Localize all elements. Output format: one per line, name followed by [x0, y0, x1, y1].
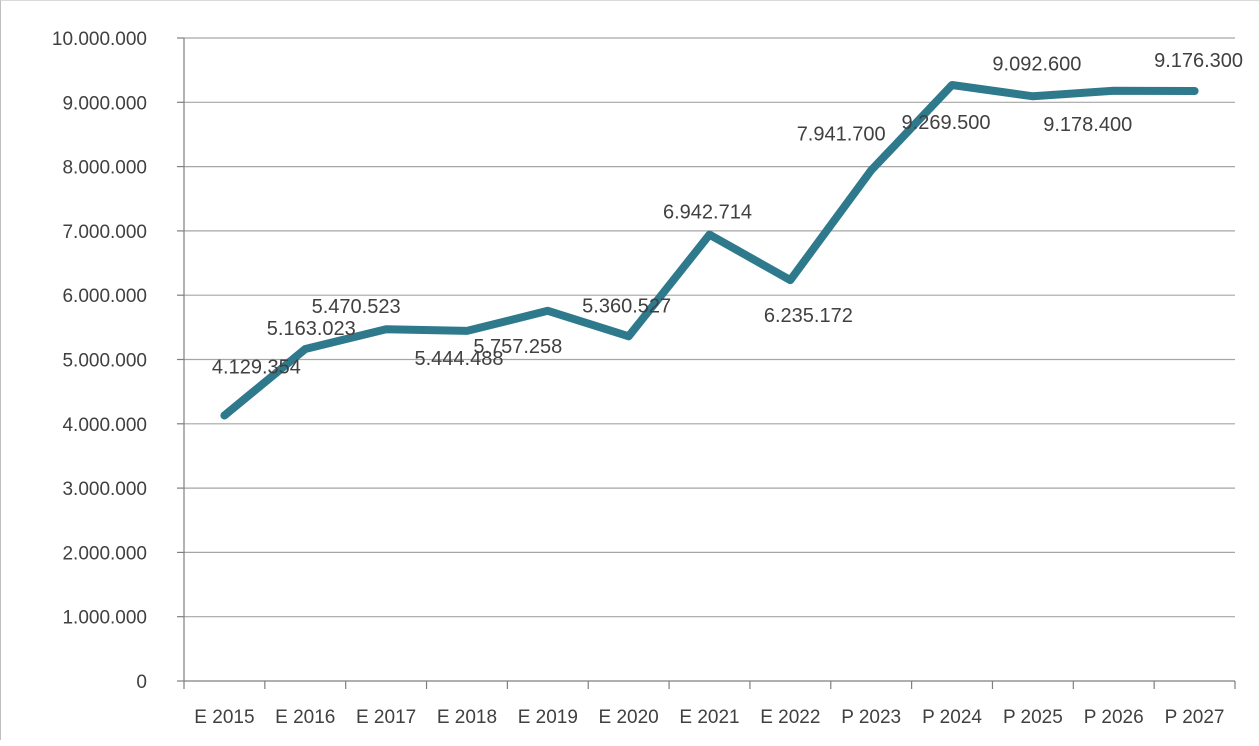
- x-tick-label: E 2018: [437, 707, 497, 728]
- data-point: [1191, 87, 1199, 95]
- data-label: 5.444.488: [414, 348, 503, 370]
- y-tick-label: 5.000.000: [62, 351, 147, 372]
- x-tick-label: P 2027: [1165, 707, 1225, 728]
- data-label: 5.163.023: [267, 318, 356, 340]
- data-point: [1029, 92, 1037, 100]
- data-label: 9.092.600: [992, 53, 1081, 75]
- x-tick-label: E 2021: [679, 707, 739, 728]
- data-label: 4.129.354: [212, 356, 301, 378]
- x-tick-label: E 2016: [275, 707, 335, 728]
- x-tick-label: E 2017: [356, 707, 416, 728]
- y-tick-label: 4.000.000: [62, 415, 147, 436]
- data-point: [1110, 87, 1118, 95]
- data-point: [867, 166, 875, 174]
- data-point: [301, 345, 309, 353]
- data-point: [463, 327, 471, 335]
- y-tick-label: 8.000.000: [62, 158, 147, 179]
- y-tick-label: 0: [136, 672, 147, 693]
- y-axis-tick-labels: 0 1.000.000 2.000.000 3.000.000 4.000.000 5.0…: [52, 29, 147, 693]
- data-label: 6.942.714: [663, 202, 752, 224]
- gridlines: [184, 37, 1235, 618]
- x-tick-label: P 2026: [1084, 707, 1144, 728]
- data-point: [948, 81, 956, 89]
- y-tick-label: 2.000.000: [62, 543, 147, 564]
- x-tick-label: P 2025: [1003, 707, 1063, 728]
- x-tick-label: E 2020: [599, 707, 659, 728]
- data-label: 9.178.400: [1043, 114, 1132, 136]
- data-point: [382, 325, 390, 333]
- y-tick-label: 10.000.000: [52, 29, 147, 50]
- x-axis-tick-labels: E 2015 E 2016 E 2017 E 2018 E 2019 E 2020 E 20…: [194, 707, 1224, 728]
- y-tick-label: 7.000.000: [62, 222, 147, 243]
- data-label: 9.176.300: [1154, 50, 1243, 72]
- data-point: [786, 276, 794, 284]
- data-label: 7.941.700: [797, 123, 886, 145]
- x-tick-label: P 2023: [841, 707, 901, 728]
- x-tick-label: P 2024: [922, 707, 982, 728]
- y-tick-label: 9.000.000: [62, 93, 147, 114]
- data-label: 5.757.258: [473, 336, 562, 358]
- axes: [177, 37, 1236, 689]
- data-label: 6.235.172: [764, 305, 853, 327]
- data-label: 5.470.523: [312, 296, 401, 318]
- data-point: [544, 307, 552, 315]
- y-tick-label: 3.000.000: [62, 479, 147, 500]
- data-point: [625, 332, 633, 340]
- y-tick-label: 6.000.000: [62, 286, 147, 307]
- x-tick-label: E 2022: [760, 707, 820, 728]
- data-point: [220, 411, 228, 419]
- x-tick-label: E 2019: [518, 707, 578, 728]
- data-label: 9.269.500: [902, 112, 991, 134]
- series-layer: [220, 81, 1199, 420]
- x-tick-label: E 2015: [194, 707, 254, 728]
- series-line: [220, 81, 1199, 420]
- y-tick-label: 1.000.000: [62, 608, 147, 629]
- data-point: [706, 231, 714, 239]
- data-label: 5.360.527: [582, 295, 671, 317]
